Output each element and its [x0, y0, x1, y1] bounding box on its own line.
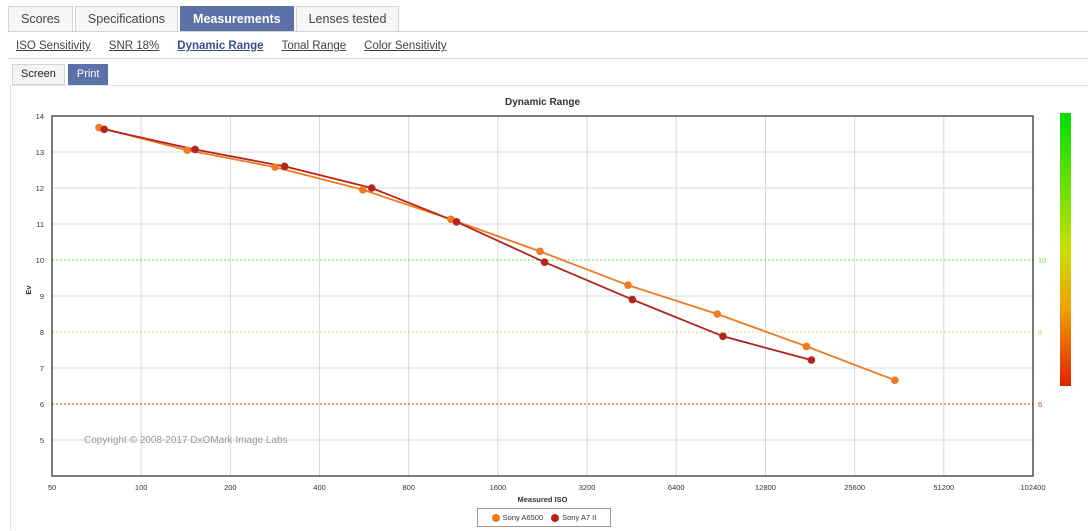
y-tick-label: 13	[36, 148, 44, 157]
data-point-a6500	[183, 146, 192, 154]
subtab-color-sensitivity[interactable]: Color Sensitivity	[364, 40, 447, 52]
copyright-watermark: Copyright © 2008-2017 DxOMark Image Labs	[84, 435, 288, 446]
legend-marker-a7ii	[551, 513, 560, 522]
data-point-a7ii	[100, 125, 108, 134]
subtab-dynamic-range[interactable]: Dynamic Range	[177, 40, 264, 52]
legend-item-a7ii[interactable]: Sony A7 II	[551, 513, 596, 522]
screen-button[interactable]: Screen	[12, 64, 65, 85]
x-axis-label: Measured ISO	[517, 495, 567, 504]
legend-item-a6500[interactable]: Sony A6500	[491, 513, 544, 522]
y-axis-label: Ev	[24, 285, 33, 295]
y-tick-label: 14	[36, 112, 44, 121]
x-tick-label: 100	[135, 483, 148, 492]
data-point-a6500	[447, 215, 455, 224]
data-point-a7ii	[280, 162, 289, 171]
data-point-a6500	[624, 281, 632, 289]
reference-line-label: 6	[1038, 400, 1042, 409]
y-tick-label: 9	[40, 292, 44, 301]
x-tick-label: 51200	[933, 483, 954, 492]
data-point-a7ii	[719, 332, 727, 341]
y-tick-label: 8	[40, 328, 44, 337]
x-tick-label: 102400	[1020, 483, 1045, 492]
data-point-a6500	[271, 163, 279, 171]
y-tick-label: 7	[40, 364, 44, 373]
tab-lenses-tested[interactable]: Lenses tested	[295, 6, 400, 31]
y-tick-label: 10	[36, 256, 44, 265]
data-point-a6500	[802, 342, 811, 351]
x-tick-label: 50	[48, 483, 56, 492]
data-point-a7ii	[367, 184, 376, 192]
chart-legend: Sony A6500 Sony A7 II	[477, 508, 611, 527]
y-tick-label: 6	[40, 400, 44, 409]
tab-specifications[interactable]: Specifications	[74, 6, 179, 31]
subtab-divider	[8, 58, 1088, 59]
data-point-a6500	[359, 186, 367, 194]
reference-line-label: 8	[1038, 328, 1042, 337]
top-tab-bar: Scores Specifications Measurements Lense…	[8, 6, 400, 32]
legend-marker-a6500	[491, 513, 500, 522]
screen-print-toggle: Screen Print	[12, 64, 109, 85]
legend-label-a6500: Sony A6500	[502, 513, 544, 522]
x-tick-label: 12800	[755, 483, 776, 492]
tab-scores[interactable]: Scores	[8, 6, 73, 31]
data-point-a7ii	[540, 258, 549, 266]
data-point-a7ii	[191, 145, 199, 154]
chart-title: Dynamic Range	[505, 97, 580, 108]
x-tick-label: 200	[224, 483, 237, 492]
x-tick-label: 3200	[579, 483, 596, 492]
series-line-a7ii	[104, 128, 812, 361]
data-point-a6500	[713, 310, 722, 318]
reference-line-label: 10	[1038, 256, 1046, 265]
measurement-subtabs: ISO Sensitivity SNR 18% Dynamic Range To…	[16, 40, 447, 52]
y-tick-label: 12	[36, 184, 44, 193]
x-tick-label: 6400	[668, 483, 685, 492]
tab-panel-border	[8, 31, 1088, 32]
x-tick-label: 1600	[490, 483, 507, 492]
x-tick-label: 400	[313, 483, 326, 492]
legend-label-a7ii: Sony A7 II	[562, 513, 597, 522]
data-point-a7ii	[452, 218, 461, 226]
x-tick-label: 800	[402, 483, 415, 492]
dynamic-range-chart: Dynamic Range 50 100 200 400 800 1600 3200 6400 1…	[24, 97, 1071, 504]
series-line-a6500	[98, 126, 896, 382]
subtab-snr-18[interactable]: SNR 18%	[108, 40, 160, 52]
chart-container: Dynamic Range 50 100 200 400 800 1600 3200 6400 1…	[10, 85, 1089, 530]
print-button[interactable]: Print	[67, 64, 109, 85]
subtab-iso-sensitivity[interactable]: ISO Sensitivity	[16, 40, 91, 52]
data-point-a7ii	[807, 356, 816, 364]
data-point-a7ii	[628, 295, 637, 304]
plot-area-border	[51, 115, 1034, 477]
y-tick-label: 11	[36, 220, 44, 229]
tab-measurements[interactable]: Measurements	[180, 6, 294, 31]
y-tick-label: 5	[40, 436, 44, 445]
data-point-a6500	[891, 376, 899, 385]
subtab-tonal-range[interactable]: Tonal Range	[281, 40, 347, 52]
data-point-a6500	[536, 247, 544, 256]
x-tick-label: 25600	[844, 483, 865, 492]
dynamic-range-colorbar	[1060, 113, 1071, 386]
